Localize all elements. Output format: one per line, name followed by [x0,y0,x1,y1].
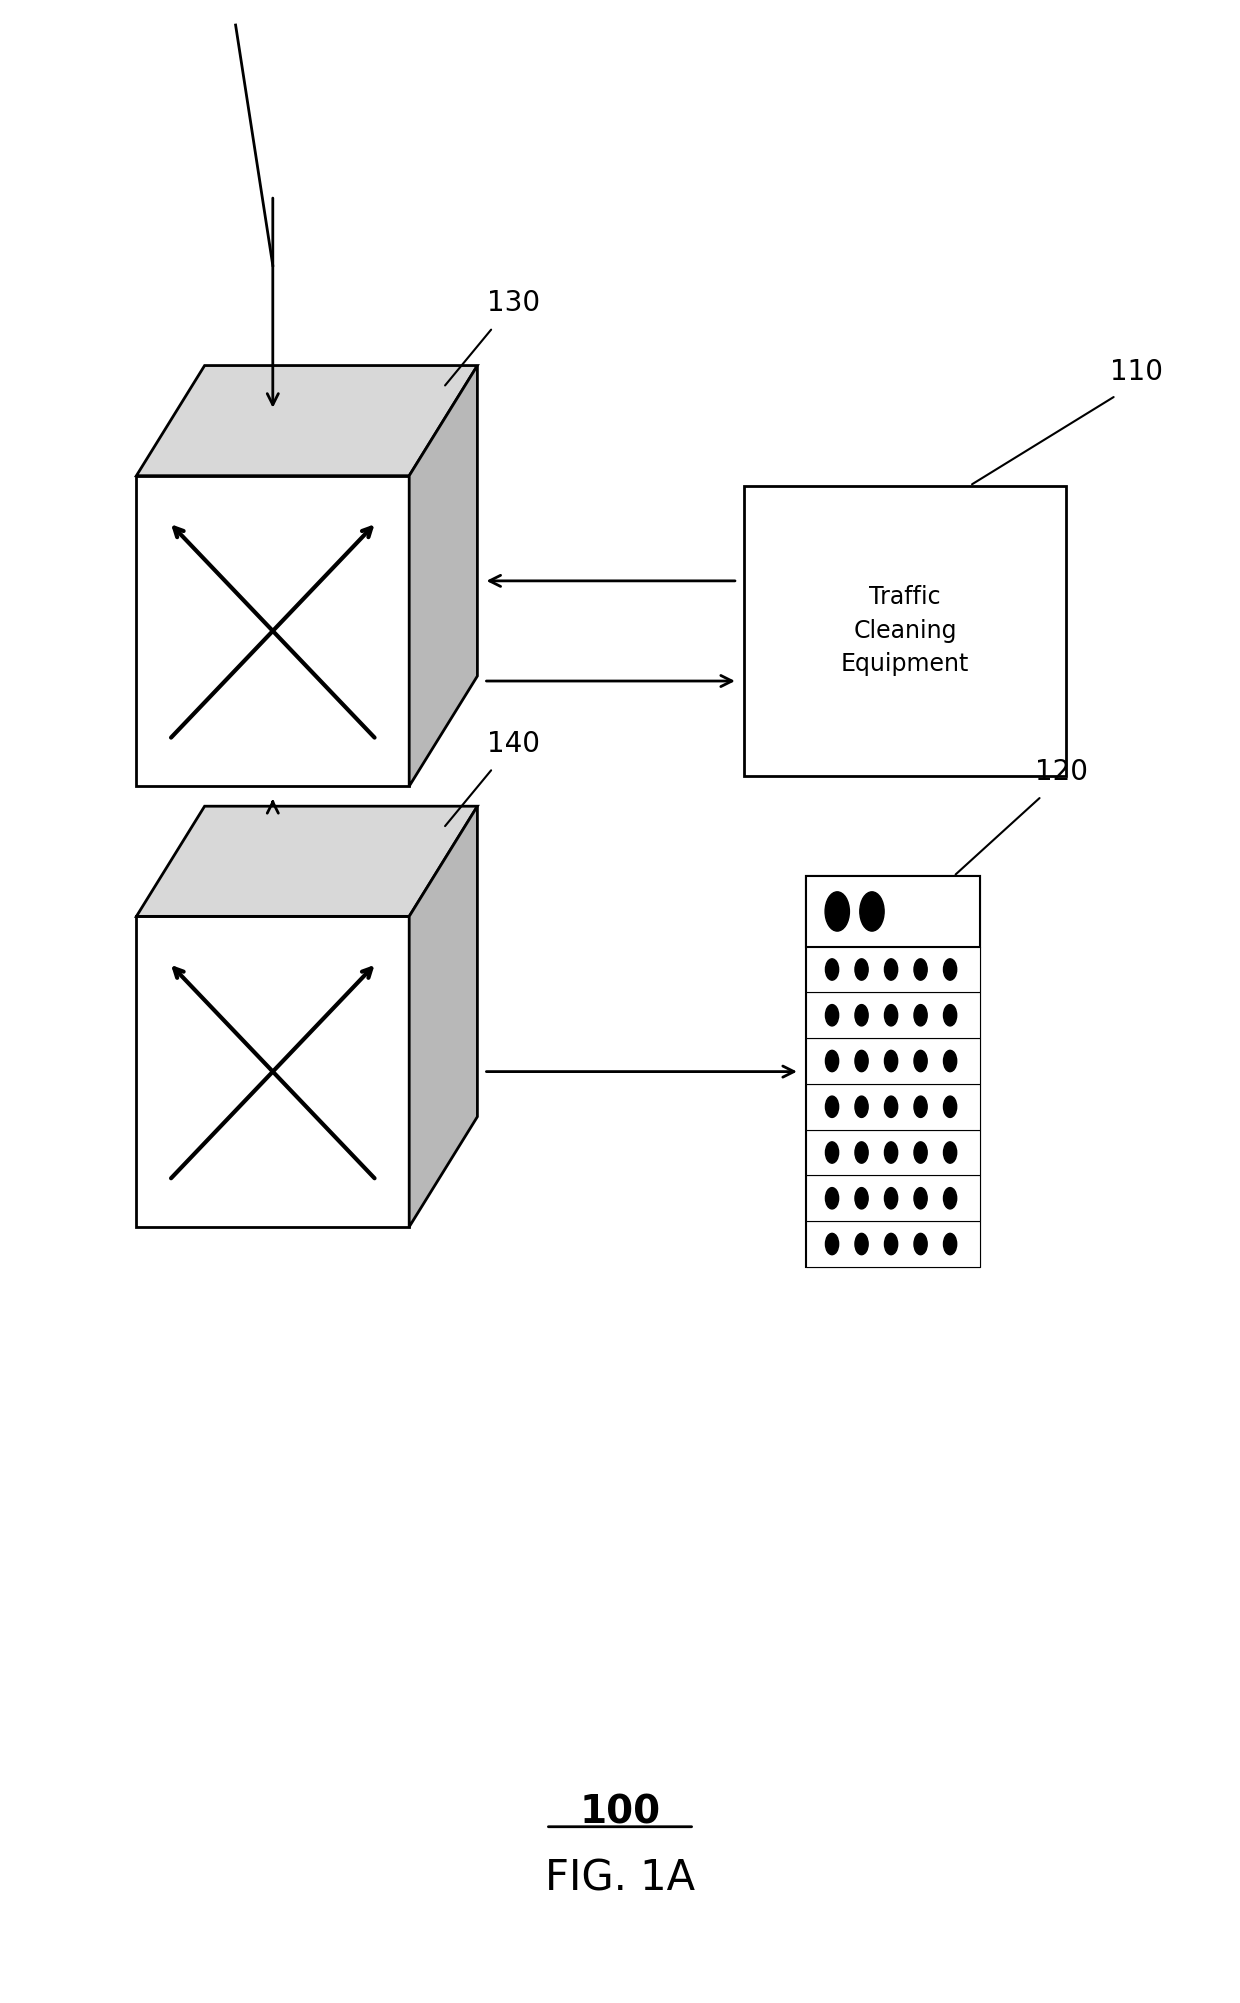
Circle shape [884,1234,898,1254]
Circle shape [944,959,957,979]
Polygon shape [136,805,477,917]
Circle shape [826,1050,838,1072]
Polygon shape [806,877,980,947]
Circle shape [826,1096,838,1118]
Circle shape [826,959,838,979]
Polygon shape [806,1038,980,1084]
Polygon shape [806,1130,980,1176]
Text: FIG. 1A: FIG. 1A [544,1859,696,1899]
Circle shape [884,1188,898,1210]
Circle shape [854,1234,868,1254]
Circle shape [914,1188,928,1210]
Circle shape [884,1096,898,1118]
Circle shape [944,1234,957,1254]
Circle shape [826,1006,838,1026]
Circle shape [854,1188,868,1210]
Circle shape [826,1142,838,1164]
Text: 140: 140 [486,731,539,757]
Circle shape [884,1050,898,1072]
Polygon shape [806,1176,980,1222]
Polygon shape [136,365,477,477]
Text: Traffic
Cleaning
Equipment: Traffic Cleaning Equipment [841,585,970,677]
Circle shape [854,1050,868,1072]
Circle shape [854,959,868,979]
Circle shape [944,1188,957,1210]
Polygon shape [409,365,477,785]
Circle shape [884,959,898,979]
Circle shape [826,1234,838,1254]
Circle shape [944,1050,957,1072]
Circle shape [859,891,884,931]
Polygon shape [136,477,409,785]
Polygon shape [409,805,477,1226]
Bar [744,487,1066,777]
Circle shape [944,1096,957,1118]
Circle shape [914,1234,928,1254]
Polygon shape [806,877,980,1268]
Circle shape [854,1142,868,1164]
Circle shape [826,1188,838,1210]
Circle shape [825,891,849,931]
Text: 130: 130 [486,290,539,316]
Polygon shape [806,1084,980,1130]
Polygon shape [806,1222,980,1268]
Circle shape [944,1006,957,1026]
Polygon shape [806,991,980,1038]
Circle shape [854,1006,868,1026]
Text: 120: 120 [1035,759,1089,785]
Polygon shape [806,947,980,991]
Circle shape [884,1006,898,1026]
Polygon shape [136,917,409,1226]
Circle shape [944,1142,957,1164]
Circle shape [884,1142,898,1164]
Circle shape [914,1142,928,1164]
Text: 100: 100 [579,1795,661,1831]
Circle shape [914,1006,928,1026]
Circle shape [914,1096,928,1118]
Circle shape [914,1050,928,1072]
Circle shape [914,959,928,979]
Circle shape [854,1096,868,1118]
Text: 110: 110 [1110,359,1163,385]
